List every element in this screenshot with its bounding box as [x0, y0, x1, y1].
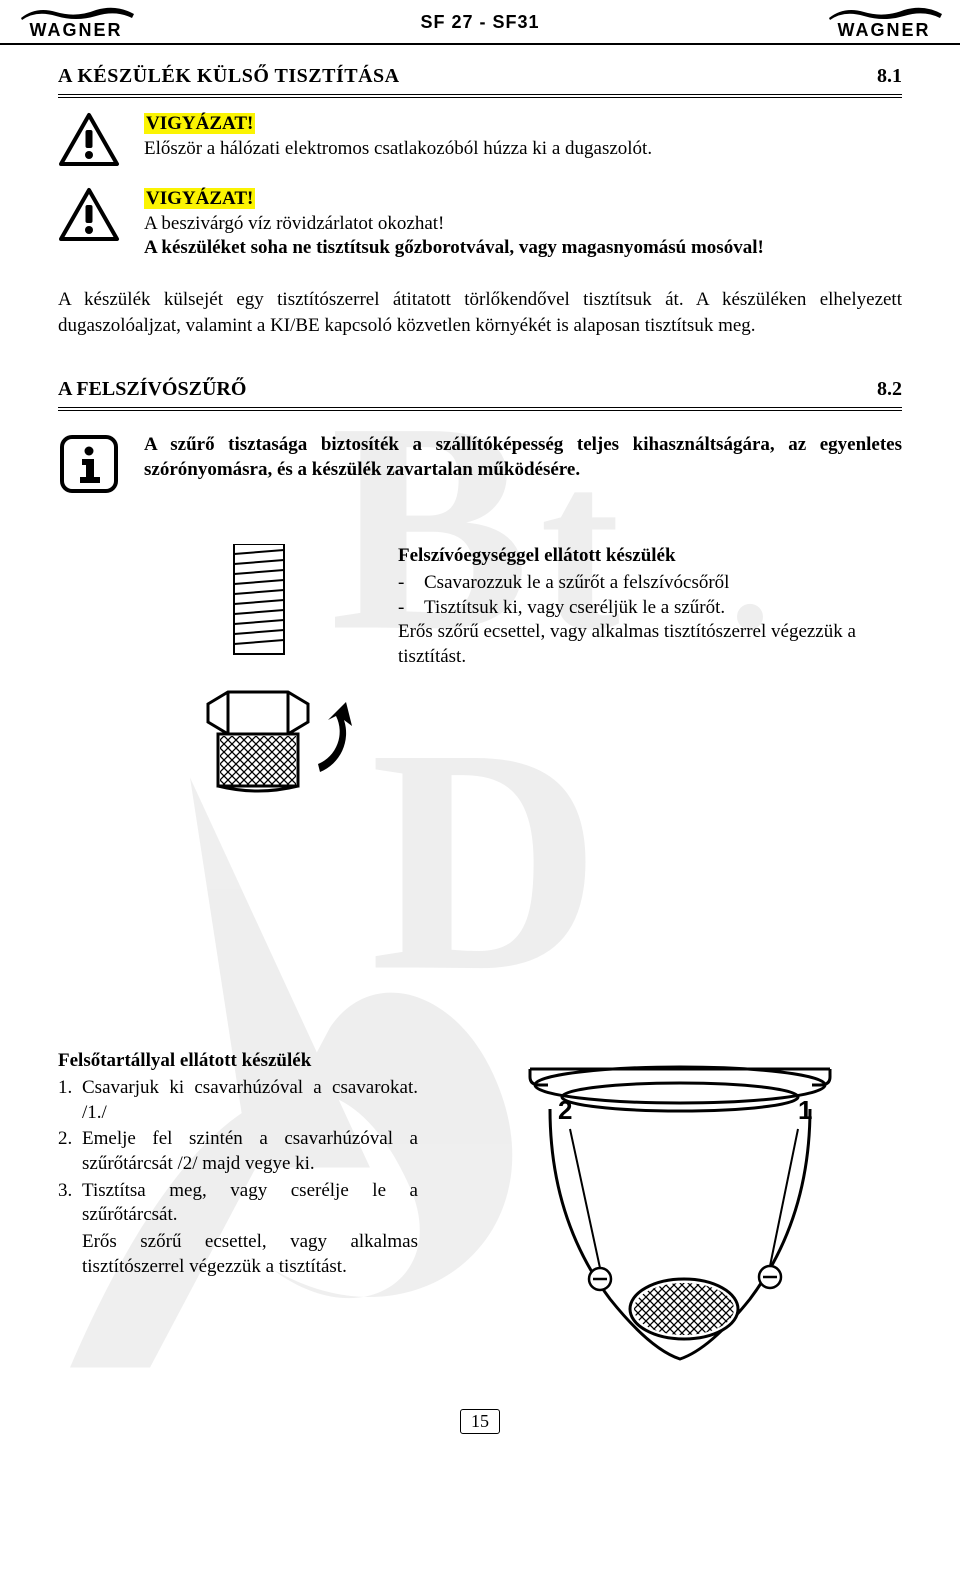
warning-1-text: VIGYÁZAT! Először a hálózati elektromos …: [144, 112, 902, 161]
info-icon: [58, 433, 120, 500]
warning-icon: [58, 112, 120, 173]
upper-tank-block: Felsőtartállyal ellátott készülék 1.Csav…: [58, 1049, 902, 1369]
info-text: A szűrő tisztasága biztosíték a szállító…: [144, 433, 902, 482]
brand-text: WAGNER: [30, 20, 123, 41]
section-8-2-header: A FELSZÍVÓSZŰRŐ 8.2: [58, 378, 902, 401]
page-number: 15: [0, 1409, 960, 1442]
brand-logo-left: WAGNER: [16, 4, 136, 41]
callout-2: 2: [558, 1095, 572, 1125]
suction-filter-block: Felszívóegységgel ellátott készülék -Csa…: [168, 544, 902, 799]
warning-block-1: VIGYÁZAT! Először a hálózati elektromos …: [58, 112, 902, 173]
brand-text: WAGNER: [837, 20, 930, 41]
warning-2-text: VIGYÁZAT! A beszivárgó víz rövidzárlatot…: [144, 187, 902, 261]
upper-tank-tail: Erős szőrű ecsettel, vagy alkalmas tiszt…: [58, 1230, 418, 1279]
suction-filter-text: Felszívóegységgel ellátott készülék -Csa…: [398, 544, 902, 669]
caution-label: VIGYÁZAT!: [144, 188, 255, 209]
warning-1-body: Először a hálózati elektromos csatlakozó…: [144, 138, 652, 159]
list-item: 3.Tisztítsa meg, vagy cserélje le a szűr…: [58, 1179, 418, 1228]
upper-tank-text: Felsőtartállyal ellátott készülék 1.Csav…: [58, 1049, 418, 1279]
caution-label: VIGYÁZAT!: [144, 113, 255, 134]
section-rules: [58, 407, 902, 411]
list-item: 2.Emelje fel szintén a csavarhúzóval a s…: [58, 1127, 418, 1176]
list-item: 1.Csavarjuk ki csavarhúzóval a csavaroka…: [58, 1076, 418, 1125]
header-divider: [0, 43, 960, 45]
list-item: -Tisztítsuk ki, vagy cseréljük le a szűr…: [398, 596, 902, 621]
warning-2-line2: A készüléket soha ne tisztítsuk gőzborot…: [144, 237, 764, 258]
list-item: -Csavarozzuk le a szűrőt a felszívócsőrő…: [398, 571, 902, 596]
filter-tail: Erős szőrű ecsettel, vagy alkalmas tiszt…: [398, 620, 902, 669]
section-8-1-header: A KÉSZÜLÉK KÜLSŐ TISZTÍTÁSA 8.1: [58, 65, 902, 88]
filter-title: Felszívóegységgel ellátott készülék: [398, 544, 902, 569]
section-rules: [58, 94, 902, 98]
section-title: A KÉSZÜLÉK KÜLSŐ TISZTÍTÁSA: [58, 65, 400, 88]
warning-2-line1: A beszivárgó víz rövidzárlatot okozhat!: [144, 213, 444, 234]
brand-logo-right: WAGNER: [824, 4, 944, 41]
warning-icon: [58, 187, 120, 248]
body-paragraph-1: A készülék külsejét egy tisztítószerrel …: [58, 287, 902, 338]
upper-tank-title: Felsőtartállyal ellátott készülék: [58, 1049, 418, 1074]
info-block: A szűrő tisztasága biztosíték a szállító…: [58, 433, 902, 500]
callout-1: 1: [798, 1095, 812, 1125]
page-header: WAGNER SF 27 - SF31 WAGNER: [0, 0, 960, 41]
warning-block-2: VIGYÁZAT! A beszivárgó víz rövidzárlatot…: [58, 187, 902, 261]
suction-filter-illustration: [168, 544, 368, 799]
section-number: 8.1: [877, 65, 902, 88]
section-number: 8.2: [877, 378, 902, 401]
section-title: A FELSZÍVÓSZŰRŐ: [58, 378, 246, 401]
upper-tank-illustration: 1 2: [458, 1049, 902, 1369]
model-title: SF 27 - SF31: [420, 12, 539, 33]
